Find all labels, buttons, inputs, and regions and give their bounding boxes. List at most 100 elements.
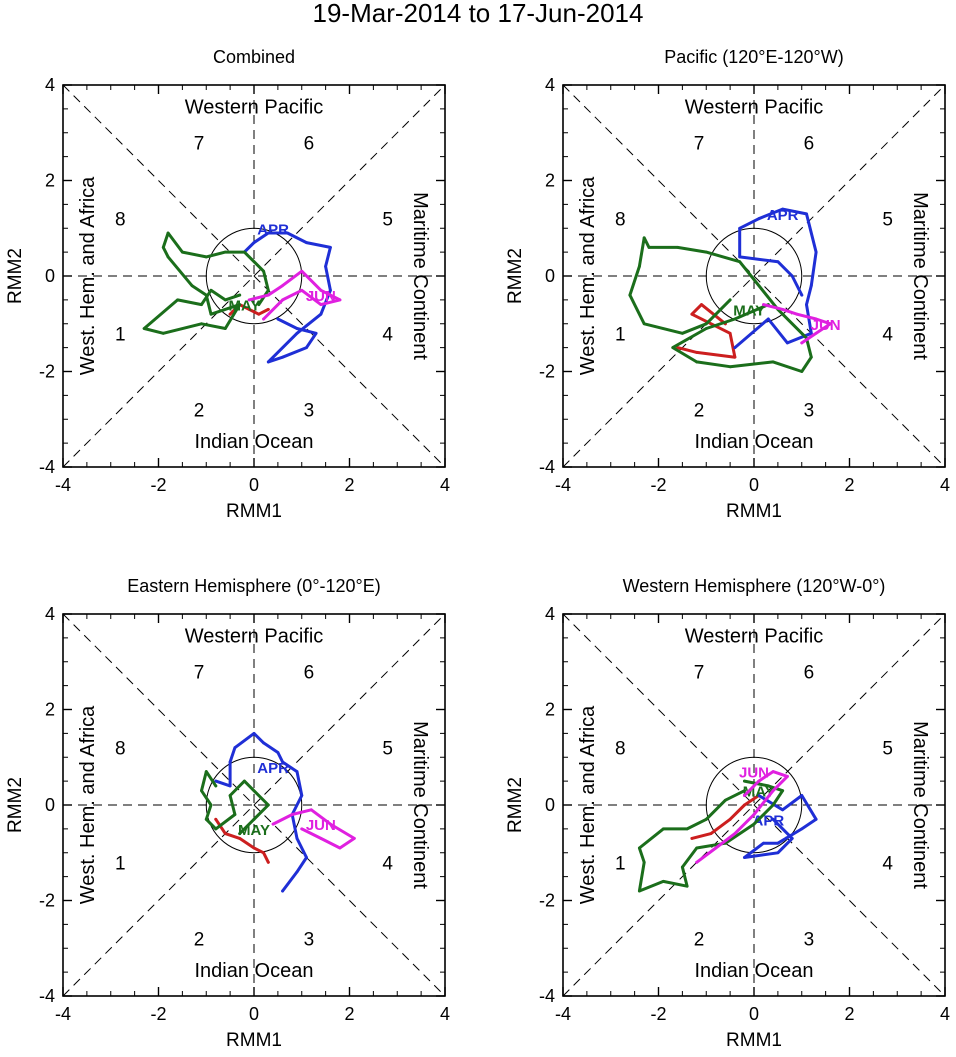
phase-label-5: 5 [382,739,393,760]
phase-label-5: 5 [382,210,393,231]
trajectory-point-may [209,803,213,807]
y-tick-label: 4 [545,75,555,95]
x-tick-label: -2 [150,475,166,495]
phase-label-7: 7 [194,133,205,154]
trajectory-point-jun [281,298,285,302]
trajectory-point-apr [762,841,765,845]
trajectory-apr [733,207,818,350]
trajectory-point-apr [757,794,761,797]
trajectory-point-apr [800,293,804,297]
trajectory-point-may [204,817,208,821]
region-label-right: Maritime Continent [909,192,931,360]
trajectory-point-apr [295,327,299,330]
y-tick-label: 2 [545,171,555,191]
trajectory-point-jun [781,308,785,311]
trajectory-point-mar [228,312,232,316]
phase-label-7: 7 [694,133,705,154]
x-tick-label: -2 [150,1004,166,1024]
trajectory-point-may [766,784,770,788]
trajectory-point-mar [238,837,242,840]
x-tick-label: 2 [344,1004,354,1024]
trajectory-point-may [809,355,813,359]
trajectory-point-apr [786,341,789,345]
trajectory-point-may [704,817,708,821]
trajectory-point-may [228,794,232,797]
trajectory-point-mar [690,312,694,316]
y-axis-label: RMM2 [5,777,26,833]
month-label-jun: JUN [306,817,336,834]
trajectory-point-mar [257,312,261,316]
trajectory-point-apr [281,355,285,359]
trajectory-point-jun [271,822,275,826]
trajectory-point-apr [295,331,299,335]
trajectory-point-apr [771,817,775,821]
trajectory-point-may [647,245,651,249]
trajectory-point-apr [743,856,746,859]
trajectory-point-may [180,250,184,254]
trajectory-point-jun [743,794,746,797]
trajectory-point-apr [305,241,308,244]
trajectory-point-may [671,346,675,350]
trajectory-point-may [685,884,689,888]
phase-panel-4: Western Hemisphere (120°W-0°) -4-4 -2 -2 0 0 2… [505,576,950,1051]
trajectory-point-apr [228,760,232,764]
trajectory-point-jun [762,303,765,307]
x-axis-label: RMM1 [726,1030,782,1051]
trajectory-point-jun [338,298,342,302]
x-tick-label: -2 [650,475,666,495]
diagonal-line [562,613,946,997]
trajectory-point-may [204,770,208,773]
trajectory-point-apr [266,360,270,364]
y-tick-label: -4 [539,986,555,1006]
phase-label-1: 1 [615,324,626,345]
trajectory-point-may [638,846,641,850]
x-tick-label: -4 [55,475,71,495]
trajectory-point-may [685,827,689,831]
region-label-top: Western Pacific [685,626,824,648]
trajectory-point-mar [709,832,713,836]
diagonal-line [562,84,946,468]
x-tick-label: 4 [440,1004,450,1024]
trajectory-point-may [642,236,646,240]
trajectory-point-jun [319,288,323,292]
trajectory-point-may [200,322,203,326]
x-tick-label: 2 [844,475,854,495]
trajectory-point-jun [300,827,304,831]
trajectory-point-apr [286,231,289,235]
phase-label-2: 2 [694,930,705,951]
trajectory-point-mar [690,837,694,840]
trajectory-may [200,770,270,836]
trajectory-point-may [214,827,218,831]
panel-title: Pacific (120°E-120°W) [664,47,843,67]
trajectory-point-may [204,293,208,297]
trajectory-point-apr [814,250,818,254]
trajectory-point-apr [314,331,318,335]
trajectory-point-mar [700,303,703,307]
trajectory-point-apr [329,288,332,292]
region-label-right: Maritime Continent [909,721,931,889]
y-tick-label: 0 [45,795,55,815]
region-label-right: Maritime Continent [409,721,431,889]
trajectory-point-apr [305,346,308,350]
trajectory-point-mar [247,308,251,311]
trajectory-point-may [190,284,194,287]
trajectory-point-mar [266,860,270,864]
phase-label-4: 4 [882,324,893,345]
trajectory-point-may [676,245,679,249]
trajectory-point-mar [262,851,265,855]
phase-label-6: 6 [304,662,315,683]
trajectory-point-may [223,327,227,330]
trajectory-point-jun [771,789,775,793]
phase-panel-2: Pacific (120°E-120°W) -4-4 -2 -2 0 0 2 2 4 4 RMM1 R… [505,47,950,522]
y-tick-label: 0 [545,266,555,286]
trajectory-point-may [223,298,227,302]
trajectory-point-may [223,250,227,254]
trajectory-point-may [238,303,242,307]
figure-title: 19-Mar-2014 to 17-Jun-2014 [313,0,644,28]
x-tick-label: -4 [555,1004,571,1024]
trajectory-point-may [233,813,237,816]
x-tick-label: 4 [940,475,950,495]
trajectory-point-jun [262,317,265,321]
trajectory-point-apr [295,870,299,874]
trajectory-point-apr [757,217,761,221]
